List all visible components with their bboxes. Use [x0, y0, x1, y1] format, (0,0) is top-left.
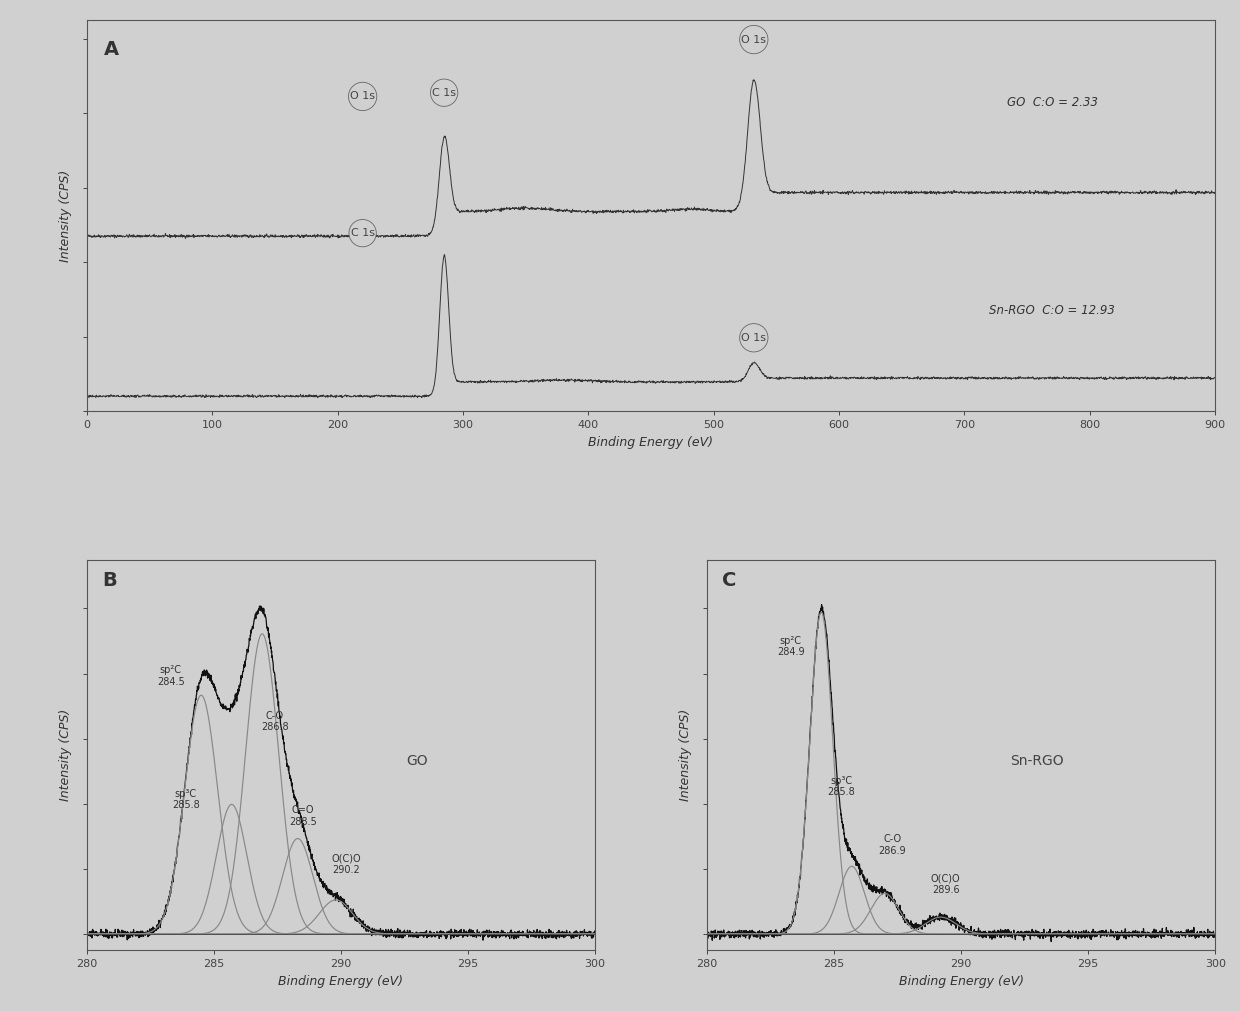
Y-axis label: Intensity (CPS): Intensity (CPS) [680, 709, 692, 801]
Text: GO: GO [407, 754, 428, 767]
Text: sp³C
285.8: sp³C 285.8 [828, 775, 856, 798]
Text: Sn-RGO  C:O = 12.93: Sn-RGO C:O = 12.93 [990, 304, 1115, 317]
Text: O(C)O
289.6: O(C)O 289.6 [931, 874, 961, 895]
Y-axis label: Intensity (CPS): Intensity (CPS) [60, 170, 72, 262]
Text: C-O
286.8: C-O 286.8 [262, 711, 289, 732]
X-axis label: Binding Energy (eV): Binding Energy (eV) [899, 975, 1023, 988]
Y-axis label: Intensity (CPS): Intensity (CPS) [60, 709, 72, 801]
Text: C 1s: C 1s [351, 228, 374, 239]
Text: Sn-RGO: Sn-RGO [1011, 754, 1064, 767]
Text: B: B [102, 571, 117, 590]
Text: sp²C
284.5: sp²C 284.5 [156, 665, 185, 686]
Text: C: C [722, 571, 737, 590]
Text: C 1s: C 1s [432, 88, 456, 98]
X-axis label: Binding Energy (eV): Binding Energy (eV) [589, 436, 713, 449]
Text: O 1s: O 1s [742, 333, 766, 343]
X-axis label: Binding Energy (eV): Binding Energy (eV) [279, 975, 403, 988]
Text: GO  C:O = 2.33: GO C:O = 2.33 [1007, 96, 1097, 109]
Text: O(C)O
290.2: O(C)O 290.2 [331, 854, 361, 876]
Text: C=O
288.5: C=O 288.5 [289, 805, 316, 827]
Text: A: A [104, 39, 119, 59]
Text: sp²C
284.9: sp²C 284.9 [777, 636, 805, 657]
Text: C-O
286.9: C-O 286.9 [879, 834, 906, 856]
Text: O 1s: O 1s [742, 34, 766, 44]
Text: sp³C
285.8: sp³C 285.8 [172, 789, 200, 810]
Text: O 1s: O 1s [350, 91, 376, 101]
